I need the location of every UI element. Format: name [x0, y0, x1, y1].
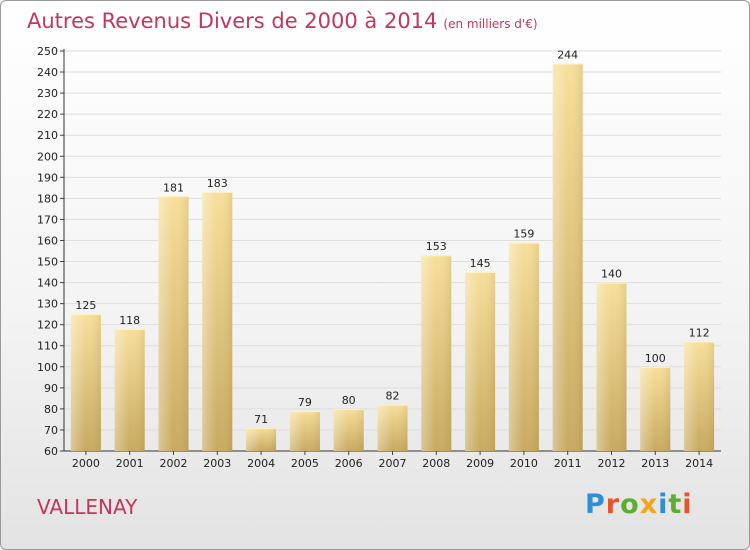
data-label: 125: [75, 299, 96, 312]
data-label: 153: [426, 240, 447, 253]
x-tick-label: 2011: [554, 457, 582, 470]
x-tick-label: 2014: [685, 457, 713, 470]
data-label: 145: [470, 257, 491, 270]
data-label: 183: [207, 177, 228, 190]
data-label: 112: [689, 327, 710, 340]
chart-title: Autres Revenus Divers de 2000 à 2014 (en …: [27, 9, 538, 33]
bar-shine: [508, 242, 539, 451]
y-tick-label: 190: [37, 171, 58, 184]
y-tick-label: 130: [37, 298, 58, 311]
data-label: 79: [298, 396, 312, 409]
bar-shine: [289, 411, 320, 451]
y-tick-label: 160: [37, 234, 58, 247]
x-tick-label: 2004: [247, 457, 275, 470]
bar-shine: [70, 314, 101, 451]
data-label: 100: [645, 352, 666, 365]
bar-shine: [246, 427, 277, 451]
bar-shine: [202, 192, 233, 452]
data-label: 181: [163, 181, 184, 194]
y-tick-label: 90: [44, 382, 58, 395]
data-label: 140: [601, 268, 622, 281]
data-label: 244: [557, 49, 578, 62]
bar-shine: [333, 408, 364, 451]
y-tick-label: 70: [44, 424, 58, 437]
x-tick-label: 2007: [379, 457, 407, 470]
y-tick-label: 210: [37, 129, 58, 142]
x-tick-label: 2010: [510, 457, 538, 470]
data-label: 159: [513, 228, 534, 241]
x-tick-label: 2008: [422, 457, 450, 470]
bar-shine: [377, 404, 408, 451]
logo-letter: P: [585, 489, 606, 520]
proxiti-logo: Proxiti: [585, 489, 693, 520]
x-tick-label: 2002: [160, 457, 188, 470]
y-tick-label: 230: [37, 87, 58, 100]
x-tick-label: 2000: [72, 457, 100, 470]
x-tick-label: 2005: [291, 457, 319, 470]
y-tick-label: 60: [44, 445, 58, 458]
y-tick-label: 170: [37, 213, 58, 226]
x-tick-label: 2009: [466, 457, 494, 470]
y-tick-label: 140: [37, 277, 58, 290]
bar-shine: [465, 272, 496, 451]
y-tick-label: 110: [37, 340, 58, 353]
bar-shine: [421, 255, 452, 451]
bar-shine: [684, 341, 715, 451]
data-label: 82: [386, 390, 400, 403]
x-tick-label: 2013: [641, 457, 669, 470]
logo-letter: r: [605, 489, 621, 520]
bar-shine: [114, 328, 145, 451]
bar-shine: [640, 366, 671, 451]
logo-letter: x: [639, 489, 659, 520]
x-tick-label: 2012: [598, 457, 626, 470]
y-tick-label: 180: [37, 192, 58, 205]
y-tick-label: 120: [37, 319, 58, 332]
y-tick-label: 100: [37, 361, 58, 374]
bar-shine: [552, 63, 583, 451]
y-tick-label: 150: [37, 256, 58, 269]
logo-letter: i: [682, 489, 693, 520]
y-tick-label: 220: [37, 108, 58, 121]
y-tick-label: 240: [37, 66, 58, 79]
data-label: 80: [342, 394, 356, 407]
logo-letter: t: [668, 489, 683, 520]
y-tick-label: 200: [37, 150, 58, 163]
x-tick-label: 2001: [116, 457, 144, 470]
bar-shine: [596, 282, 627, 451]
logo-letter: o: [620, 489, 640, 520]
chart-subtitle: (en milliers d'€): [443, 17, 538, 31]
x-tick-label: 2003: [203, 457, 231, 470]
y-tick-label: 250: [37, 45, 58, 58]
data-label: 118: [119, 314, 140, 327]
logo-letter: i: [658, 489, 669, 520]
chart-title-main: Autres Revenus Divers de 2000 à 2014: [27, 9, 438, 33]
commune-name: VALLENAY: [37, 495, 138, 519]
y-tick-label: 80: [44, 403, 58, 416]
x-tick-label: 2006: [335, 457, 363, 470]
bar-shine: [158, 196, 189, 451]
data-label: 71: [254, 413, 268, 426]
